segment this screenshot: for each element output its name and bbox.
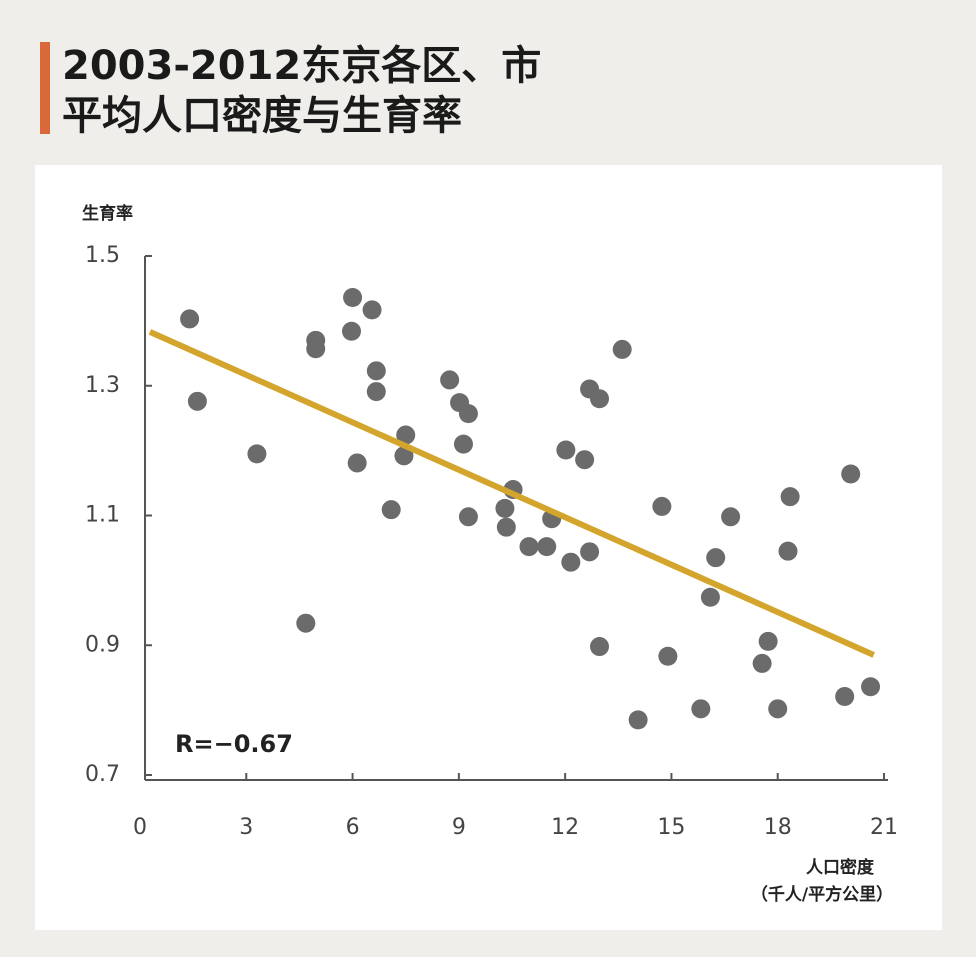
chart-title: 平均人口密度与生育率 [62, 93, 462, 139]
point [590, 637, 610, 657]
point [752, 653, 772, 673]
point [306, 339, 326, 359]
point [537, 537, 557, 557]
y-tick-label: 1.3 [85, 373, 120, 398]
point [758, 631, 778, 651]
x-tick-label: 15 [657, 815, 685, 840]
point [366, 361, 386, 381]
point [580, 542, 600, 562]
point [440, 370, 460, 390]
trend-line [148, 329, 875, 658]
x-tick-label: 21 [870, 815, 898, 840]
point [342, 321, 362, 341]
point [366, 382, 386, 402]
x-axis-label: （千人/平方公里） [751, 884, 893, 905]
point [778, 541, 798, 561]
point [706, 548, 726, 568]
point [575, 450, 595, 470]
x-axis-label: 人口密度 [806, 857, 875, 878]
panel [35, 165, 942, 930]
point [841, 464, 861, 484]
point [861, 677, 881, 697]
x-tick-label: 6 [346, 815, 360, 840]
point [247, 444, 267, 464]
point [700, 587, 720, 607]
y-tick-label: 1.5 [85, 243, 120, 268]
point [691, 699, 711, 719]
point [343, 288, 363, 308]
point [187, 391, 207, 411]
x-tick-label: 12 [551, 815, 579, 840]
point [296, 613, 316, 633]
point [180, 309, 200, 329]
point [780, 487, 800, 507]
y-tick-label: 1.1 [85, 503, 120, 528]
point [394, 446, 414, 466]
point [721, 507, 741, 527]
x-tick-label: 18 [764, 815, 792, 840]
point [495, 498, 515, 518]
y-tick-label: 0.7 [85, 762, 120, 787]
point [556, 440, 576, 460]
point [362, 300, 382, 320]
point [628, 710, 648, 730]
point [347, 453, 367, 473]
point [658, 646, 678, 666]
point [453, 434, 473, 454]
point [590, 389, 610, 409]
point [458, 404, 478, 424]
x-tick-label: 3 [239, 815, 253, 840]
point [396, 425, 416, 445]
point [835, 687, 855, 707]
point [496, 517, 516, 537]
x-tick-label: 9 [452, 815, 466, 840]
point [381, 500, 401, 520]
point [612, 339, 632, 359]
point [652, 496, 672, 516]
point [458, 507, 478, 527]
y-axis-label: 生育率 [82, 203, 133, 224]
x-tick-label: 0 [133, 815, 147, 840]
point [768, 699, 788, 719]
chart-title: 2003-2012东京各区、市 [62, 43, 541, 89]
point [519, 537, 539, 557]
y-tick-label: 0.9 [85, 632, 120, 657]
annotation: R=−0.67 [175, 730, 293, 758]
title-bar [40, 42, 50, 134]
point [561, 552, 581, 572]
